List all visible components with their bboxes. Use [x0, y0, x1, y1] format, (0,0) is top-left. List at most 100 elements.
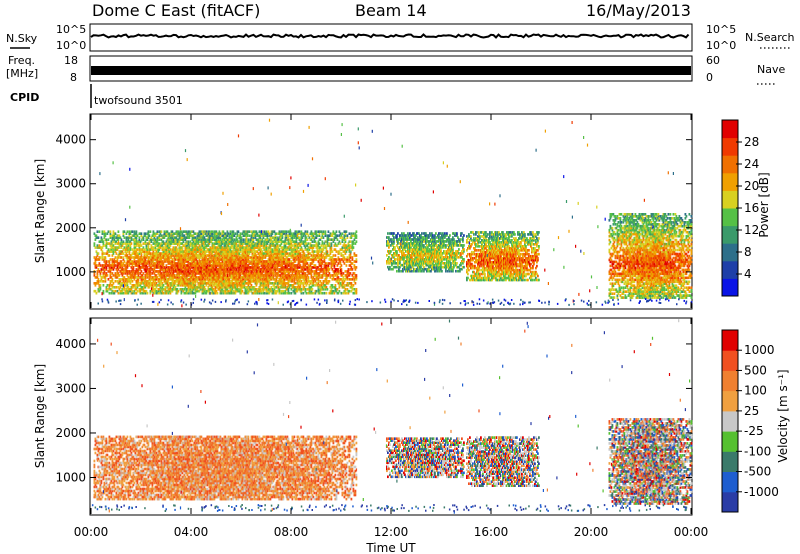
power-echo-cell	[225, 256, 228, 259]
power-echo-cell	[315, 230, 318, 233]
power-echo-cell	[150, 260, 153, 263]
power-echo-cell	[199, 288, 202, 291]
power-echo-cell	[170, 289, 173, 293]
power-echo-cell	[234, 242, 237, 245]
power-echo-cell	[194, 252, 197, 255]
power-echo-cell	[154, 244, 157, 247]
power-echo-cell	[217, 232, 220, 235]
power-echo-cell	[243, 284, 246, 287]
power-echo-cell	[246, 266, 249, 269]
power-echo-cell	[134, 240, 137, 243]
power-echo-cell	[208, 262, 211, 265]
power-echo-cell	[258, 254, 261, 257]
power-echo-cell	[259, 230, 262, 233]
power-echo-cell	[108, 250, 111, 253]
power-echo-cell	[123, 286, 126, 289]
power-echo-cell	[247, 270, 250, 273]
power-echo-cell	[154, 266, 157, 269]
power-echo-cell	[128, 270, 131, 273]
power-echo-cell	[170, 250, 173, 253]
power-echo-cell	[250, 230, 253, 233]
power-echo-cell	[138, 232, 141, 235]
power-echo-cell	[179, 258, 182, 261]
power-echo-cell	[171, 272, 174, 275]
power-echo-cell	[204, 268, 207, 271]
power-echo-cell	[96, 280, 99, 283]
power-echo-cell	[129, 244, 132, 247]
power-echo-cell	[270, 252, 273, 255]
power-echo-cell	[109, 282, 112, 285]
power-echo-cell	[126, 254, 129, 257]
power-echo-cell	[142, 289, 145, 293]
power-echo-cell	[184, 260, 187, 263]
power-echo-cell	[232, 262, 235, 265]
power-echo-cell	[226, 288, 229, 291]
power-echo-cell	[263, 262, 266, 265]
power-echo-cell	[152, 280, 155, 283]
power-echo-cell	[171, 258, 174, 261]
power-echo-cell	[136, 282, 139, 285]
power-echo-cell	[94, 264, 97, 267]
power-echo-cell	[247, 274, 250, 277]
power-echo-cell	[176, 258, 179, 261]
power-echo-cell	[120, 264, 123, 267]
power-echo-cell	[311, 288, 314, 291]
power-echo-cell	[255, 238, 258, 241]
power-echo-cell	[265, 270, 268, 273]
power-echo-cell	[215, 260, 218, 263]
power-echo-cell	[232, 248, 235, 251]
power-echo-cell	[105, 289, 108, 293]
power-echo-cell	[138, 260, 141, 263]
power-echo-cell	[112, 252, 115, 255]
power-echo-cell	[279, 270, 282, 273]
power-echo-cell	[111, 266, 114, 269]
power-echo-cell	[252, 268, 255, 271]
power-echo-cell	[256, 256, 259, 259]
power-echo-cell	[186, 270, 189, 273]
power-echo-cell	[139, 242, 142, 245]
power-echo-cell	[267, 258, 270, 261]
power-echo-cell	[127, 244, 130, 247]
power-echo-cell	[198, 289, 201, 293]
power-echo-cell	[228, 262, 231, 265]
power-echo-cell	[143, 280, 146, 283]
power-echo-cell	[266, 266, 269, 269]
power-echo-cell	[226, 254, 229, 257]
power-echo-cell	[234, 289, 237, 293]
power-echo-cell	[237, 264, 240, 267]
power-echo-cell	[192, 250, 195, 253]
power-echo-cell	[253, 270, 256, 273]
power-echo-cell	[197, 256, 200, 259]
power-echo-cell	[255, 272, 258, 275]
power-echo-cell	[231, 278, 234, 281]
power-echo-cell	[165, 274, 168, 277]
power-echo-cell	[241, 258, 244, 261]
power-echo-cell	[228, 242, 231, 245]
power-echo-cell	[271, 236, 274, 239]
power-echo-cell	[262, 286, 265, 289]
power-echo-cell	[275, 248, 278, 251]
power-echo-cell	[115, 246, 118, 249]
power-echo-cell	[102, 268, 105, 271]
power-echo-cell	[268, 234, 271, 237]
power-echo-cell	[146, 284, 149, 287]
power-echo-cell	[123, 284, 126, 287]
freq-trace	[91, 66, 691, 75]
power-echo-cell	[180, 278, 183, 281]
power-echo-cell	[159, 268, 162, 271]
power-echo-cell	[243, 248, 246, 251]
power-echo-cell	[126, 246, 129, 249]
power-echo-cell	[192, 286, 195, 289]
power-echo-cell	[256, 260, 259, 263]
power-echo-cell	[268, 232, 271, 235]
power-echo-cell	[185, 242, 188, 245]
power-echo-cell	[152, 278, 155, 281]
power-echo-cell	[149, 276, 152, 279]
power-echo-cell	[190, 291, 193, 295]
power-echo-cell	[130, 262, 133, 265]
power-echo-cell	[219, 236, 222, 239]
power-echo-cell	[137, 278, 140, 281]
power-echo-cell	[229, 288, 232, 291]
power-echo-cell	[251, 264, 254, 267]
power-echo-cell	[206, 254, 209, 257]
